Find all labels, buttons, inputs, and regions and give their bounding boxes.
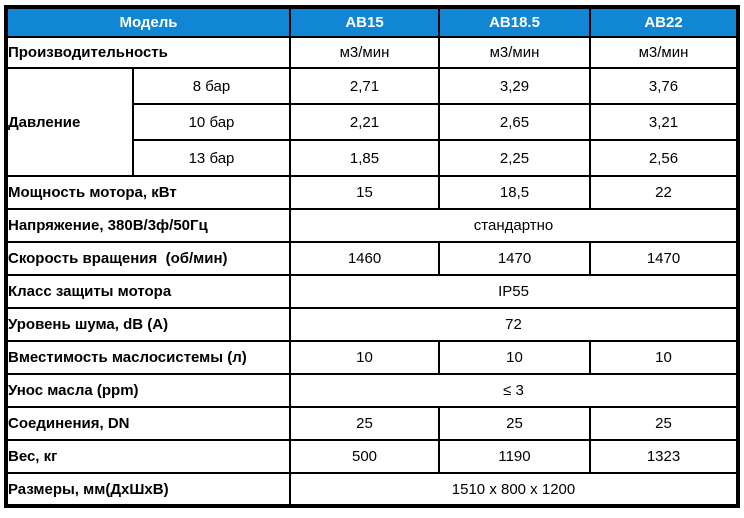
row-label-voltage: Напряжение, 380В/3ф/50Гц [4, 208, 292, 243]
cell-8bar-ab15: 2,71 [289, 67, 440, 105]
header-model-ab15: AB15 [289, 6, 440, 38]
table-row-oil-capacity: Вместимость маслосистемы (л) 10 10 10 [4, 340, 739, 375]
cell-dimensions-merged: 1510 x 800 x 1200 [289, 472, 739, 507]
sub-label-8bar: 8 бар [131, 67, 292, 105]
table-row-oil-carryover: Унос масла (ppm) ≤ 3 [4, 373, 739, 408]
table-header-row: Модель AB15 AB18.5 AB22 [4, 6, 739, 38]
cell-13bar-ab15: 1,85 [289, 139, 440, 177]
cell-noise-level-merged: 72 [289, 307, 739, 342]
cell-performance-ab15: м3/мин [289, 36, 440, 69]
row-label-protection-class: Класс защиты мотора [4, 274, 292, 309]
cell-connections-ab22: 25 [589, 406, 739, 441]
compressor-spec-table: Модель AB15 AB18.5 AB22 Производительнос… [3, 5, 740, 508]
cell-weight-ab15: 500 [289, 439, 440, 474]
row-label-pressure: Давление [4, 67, 134, 177]
cell-connections-ab18-5: 25 [438, 406, 591, 441]
cell-motor-power-ab15: 15 [289, 175, 440, 210]
cell-rotation-speed-ab15: 1460 [289, 241, 440, 276]
table-row-protection-class: Класс защиты мотора IP55 [4, 274, 739, 309]
cell-10bar-ab15: 2,21 [289, 103, 440, 141]
cell-weight-ab22: 1323 [589, 439, 739, 474]
header-model-label: Модель [4, 6, 292, 38]
sub-label-10bar: 10 бар [131, 103, 292, 141]
cell-10bar-ab18-5: 2,65 [438, 103, 591, 141]
header-model-ab22: AB22 [589, 6, 739, 38]
cell-rotation-speed-ab18-5: 1470 [438, 241, 591, 276]
row-label-connections: Соединения, DN [4, 406, 292, 441]
row-label-performance: Производительность [4, 36, 292, 69]
cell-oil-capacity-ab22: 10 [589, 340, 739, 375]
row-label-rotation-speed: Скорость вращения (об/мин) [4, 241, 292, 276]
row-label-noise-level: Уровень шума, dB (А) [4, 307, 292, 342]
cell-oil-capacity-ab18-5: 10 [438, 340, 591, 375]
sub-label-13bar: 13 бар [131, 139, 292, 177]
header-model-ab18-5: AB18.5 [438, 6, 591, 38]
cell-weight-ab18-5: 1190 [438, 439, 591, 474]
cell-13bar-ab18-5: 2,25 [438, 139, 591, 177]
cell-13bar-ab22: 2,56 [589, 139, 739, 177]
row-label-dimensions: Размеры, мм(ДхШхВ) [4, 472, 292, 507]
cell-oil-carryover-merged: ≤ 3 [289, 373, 739, 408]
cell-oil-capacity-ab15: 10 [289, 340, 440, 375]
row-label-weight: Вес, кг [4, 439, 292, 474]
cell-8bar-ab22: 3,76 [589, 67, 739, 105]
cell-performance-ab22: м3/мин [589, 36, 739, 69]
cell-8bar-ab18-5: 3,29 [438, 67, 591, 105]
row-label-motor-power: Мощность мотора, кВт [4, 175, 292, 210]
table-row-performance: Производительность м3/мин м3/мин м3/мин [4, 36, 739, 69]
cell-protection-class-merged: IP55 [289, 274, 739, 309]
cell-performance-ab18-5: м3/мин [438, 36, 591, 69]
row-label-oil-carryover: Унос масла (ppm) [4, 373, 292, 408]
cell-motor-power-ab22: 22 [589, 175, 739, 210]
cell-rotation-speed-ab22: 1470 [589, 241, 739, 276]
table-row-pressure-10bar: 10 бар 2,21 2,65 3,21 [6, 103, 739, 141]
table-row-pressure-8bar: Давление 8 бар 2,71 3,29 3,76 [4, 67, 739, 177]
table-row-rotation-speed: Скорость вращения (об/мин) 1460 1470 147… [4, 241, 739, 276]
table-row-weight: Вес, кг 500 1190 1323 [4, 439, 739, 474]
row-label-oil-capacity: Вместимость маслосистемы (л) [4, 340, 292, 375]
table-row-noise-level: Уровень шума, dB (А) 72 [4, 307, 739, 342]
table-row-motor-power: Мощность мотора, кВт 15 18,5 22 [4, 175, 739, 210]
table-row-pressure-13bar: 13 бар 1,85 2,25 2,56 [6, 139, 739, 177]
table-row-voltage: Напряжение, 380В/3ф/50Гц стандартно [4, 208, 739, 243]
cell-10bar-ab22: 3,21 [589, 103, 739, 141]
cell-connections-ab15: 25 [289, 406, 440, 441]
cell-voltage-merged: стандартно [289, 208, 739, 243]
table-row-dimensions: Размеры, мм(ДхШхВ) 1510 x 800 x 1200 [4, 472, 739, 507]
cell-motor-power-ab18-5: 18,5 [438, 175, 591, 210]
table-row-connections: Соединения, DN 25 25 25 [4, 406, 739, 441]
